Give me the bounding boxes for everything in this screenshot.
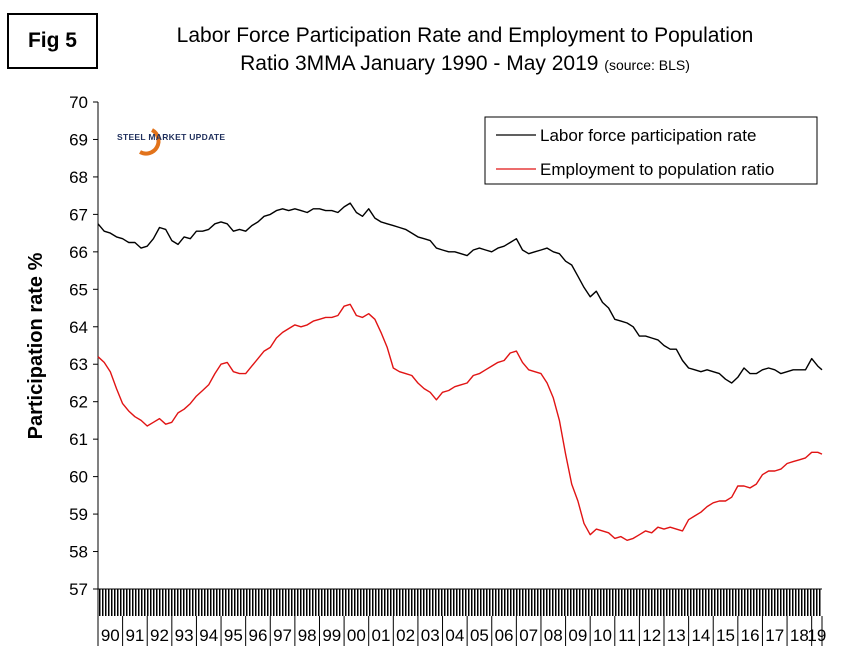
x-tick-label: 95 [224,626,243,645]
x-tick-label: 99 [322,626,341,645]
chart-title-line-2: Ratio 3MMA January 1990 - May 2019 (sour… [105,50,825,79]
legend-label-lfpr: Labor force participation rate [540,126,756,145]
plot-area [97,202,823,541]
y-tick-label: 61 [69,430,88,449]
chart-axes: 57 58 59 60 61 62 63 64 65 66 67 68 69 70 90 91 92 93 94 95… [69,93,826,646]
series-line-epop [97,303,823,541]
y-tick-label: 58 [69,543,88,562]
x-tick-label: 92 [150,626,169,645]
y-tick-label: 67 [69,205,88,224]
x-tick-label: 15 [716,626,735,645]
chart-title-line-2-main: Ratio 3MMA January 1990 - May 2019 [240,52,599,75]
legend: Labor force participation rate Employmen… [484,116,818,185]
x-tick-label: 94 [199,626,218,645]
y-tick-label: 68 [69,168,88,187]
x-tick-label: 98 [298,626,317,645]
y-tick-label: 60 [69,468,88,487]
x-tick-label: 05 [470,626,489,645]
x-tick-label: 18 [790,626,809,645]
figure-label: Fig 5 [7,13,98,69]
legend-label-epop: Employment to population ratio [540,160,774,179]
x-tick-label: 12 [642,626,661,645]
x-tick-label: 19 [807,626,826,645]
chart-title-source: (source: BLS) [604,57,690,73]
x-tick-label: 93 [175,626,194,645]
x-tick-label: 13 [667,626,686,645]
logo-swoosh-icon [139,128,161,156]
x-tick-label: 07 [519,626,538,645]
y-tick-label: 63 [69,355,88,374]
x-tick-label: 97 [273,626,292,645]
y-tick-label: 69 [69,130,88,149]
y-axis-label: Participation rate % [25,252,47,439]
legend-box [484,116,818,185]
x-tick-label: 09 [568,626,587,645]
chart-title-line-1: Labor Force Participation Rate and Emplo… [176,24,754,47]
y-tick-label: 65 [69,280,88,299]
chart-title: Labor Force Participation Rate and Emplo… [105,22,825,79]
series-line-lfpr [97,202,823,384]
x-tick-label: 16 [741,626,760,645]
x-tick-label: 10 [593,626,612,645]
y-tick-label: 59 [69,505,88,524]
logo-text: STEEL MARKET UPDATE [117,132,225,142]
x-tick-label: 03 [421,626,440,645]
x-tick-label: 02 [396,626,415,645]
y-tick-label: 70 [69,93,88,112]
x-tick-label: 00 [347,626,366,645]
x-tick-label: 06 [495,626,514,645]
x-tick-label: 90 [101,626,120,645]
y-tick-label: 64 [69,318,88,337]
x-tick-label: 01 [372,626,391,645]
x-tick-label: 08 [544,626,563,645]
x-tick-label: 04 [445,626,464,645]
x-tick-label: 17 [765,626,784,645]
x-tick-label: 11 [618,626,636,645]
y-tick-label: 66 [69,243,88,262]
y-tick-label: 57 [69,580,88,599]
x-axis-band [98,589,822,616]
x-tick-label: 91 [125,626,144,645]
x-tick-label: 96 [248,626,267,645]
x-tick-label: 14 [691,626,710,645]
steel-market-update-logo: STEEL MARKET UPDATE [117,128,225,156]
y-tick-label: 62 [69,393,88,412]
